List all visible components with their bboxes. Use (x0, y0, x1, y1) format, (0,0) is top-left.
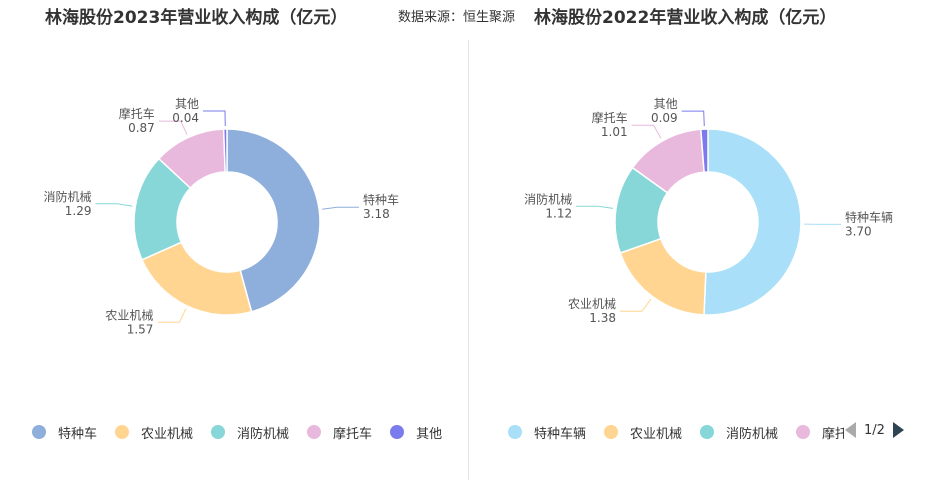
slice-value: 1.38 (589, 311, 616, 325)
legend-label: 农业机械 (141, 426, 194, 442)
legend-swatch-icon (307, 425, 322, 439)
legend-item[interactable]: 摩托车 (307, 423, 372, 442)
legend-page-indicator: 1/2 (864, 422, 885, 438)
slice-label: 农业机械 (105, 307, 153, 322)
legend-viewport: 特种车辆 农业机械 消防机械 摩托托 (468, 414, 844, 450)
legend-swatch-icon (32, 425, 46, 439)
slice-label: 消防机械 (524, 191, 572, 206)
legend-label: 特种车 (58, 426, 98, 442)
legend-label: 消防机械 (726, 426, 779, 442)
legend-item[interactable]: 消防机械 (700, 423, 778, 442)
legend-item[interactable]: 消防机械 (211, 423, 289, 442)
legend-swatch-icon (604, 425, 619, 439)
legend-item[interactable]: 农业机械 (115, 423, 193, 442)
slice-label: 其他 (654, 97, 678, 111)
slice-value: 0.09 (651, 111, 678, 125)
slice-label: 其他 (175, 97, 199, 111)
panel-divider (468, 40, 469, 480)
leader-line (322, 206, 360, 210)
chart-title: 林海股份2023年营业收入构成（亿元） (45, 8, 348, 28)
slice-value: 3.18 (363, 207, 390, 221)
slice-label: 特种车辆 (845, 209, 893, 224)
legend-label: 摩托托 (822, 426, 844, 442)
legend-label: 特种车辆 (534, 426, 587, 442)
legend-swatch-icon (796, 425, 811, 439)
legend: 特种车 农业机械 消防机械 摩托车 其他 (32, 423, 460, 442)
slice-value: 1.29 (65, 204, 92, 218)
slice-1[interactable] (619, 237, 707, 316)
legend-label: 消防机械 (237, 426, 290, 442)
chart-title: 林海股份2022年营业收入构成（亿元） (534, 8, 837, 28)
legend-next-arrow-icon[interactable] (892, 422, 904, 438)
chart-panel-2022: 林海股份2022年营业收入构成（亿元） 特种车辆 3.70 农业机械 1.38 消防机械… (468, 0, 935, 502)
slice-value: 1.12 (545, 206, 572, 220)
slice-0[interactable] (703, 128, 802, 316)
slice-value: 3.70 (845, 224, 872, 238)
slice-label: 农业机械 (568, 296, 616, 311)
slice-label: 摩托车 (592, 110, 628, 125)
leader-line (157, 308, 187, 323)
slice-value: 1.01 (601, 125, 628, 139)
legend-prev-arrow-icon[interactable] (845, 422, 856, 438)
slice-4[interactable] (222, 128, 228, 173)
legend-label: 其他 (416, 426, 443, 442)
legend-pager: 1/2 (845, 422, 904, 438)
slice-label: 消防机械 (43, 189, 91, 204)
slice-value: 1.57 (127, 322, 154, 336)
slice-4[interactable] (699, 128, 709, 173)
leader-line (95, 203, 133, 207)
legend-swatch-icon (700, 425, 715, 439)
leader-line (158, 120, 188, 135)
chart-panel-2023: 林海股份2023年营业收入构成（亿元） 特种车 3.18 农业机械 1.57 消防机械 1… (32, 8, 460, 442)
legend-item[interactable]: 特种车 (32, 423, 97, 442)
slice-value: 0.04 (172, 111, 199, 125)
legend-item[interactable]: 农业机械 (604, 423, 682, 442)
legend: 特种车辆 农业机械 消防机械 摩托托 (508, 423, 844, 442)
slice-label: 摩托车 (119, 106, 155, 121)
leader-line (202, 110, 226, 127)
legend-swatch-icon (508, 425, 522, 439)
slice-value: 0.87 (128, 121, 155, 135)
legend-swatch-icon (115, 425, 130, 439)
legend-item[interactable]: 摩托托 (796, 423, 844, 442)
leader-line (576, 205, 614, 209)
legend-swatch-icon (211, 425, 226, 439)
legend-label: 摩托车 (333, 426, 373, 442)
leader-line (681, 110, 705, 127)
legend-label: 农业机械 (630, 426, 683, 442)
legend-item[interactable]: 其他 (390, 423, 442, 442)
leader-line (631, 124, 662, 139)
slice-0[interactable] (226, 128, 321, 313)
slice-label: 特种车 (363, 192, 399, 207)
legend-swatch-icon (390, 425, 405, 439)
legend-item[interactable]: 特种车辆 (508, 423, 586, 442)
leader-line (619, 298, 652, 312)
data-source-label: 数据来源：恒生聚源 (398, 10, 516, 25)
